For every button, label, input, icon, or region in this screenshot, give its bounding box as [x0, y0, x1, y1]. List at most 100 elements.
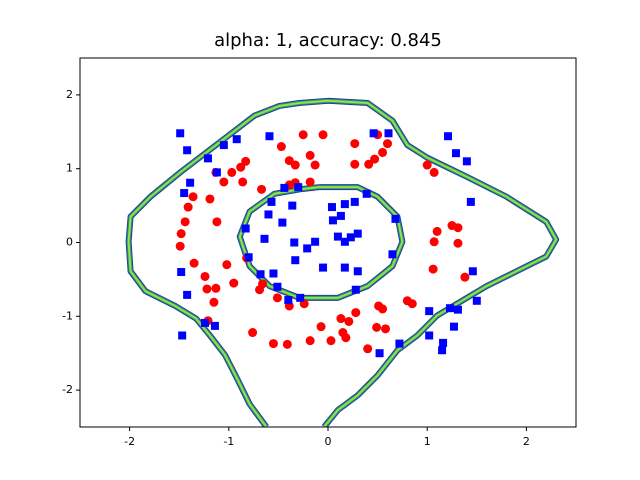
square-point	[438, 346, 447, 355]
square-point	[219, 141, 228, 150]
circle-point	[241, 156, 251, 166]
square-point	[395, 339, 404, 348]
circle-point	[176, 229, 186, 239]
square-point	[425, 331, 434, 340]
square-point	[288, 201, 297, 210]
circle-point	[209, 297, 219, 307]
square-point	[340, 263, 349, 272]
axes-frame	[79, 57, 577, 428]
circle-point	[282, 339, 292, 349]
circle-point	[381, 324, 391, 334]
square-point	[340, 200, 349, 209]
circle-point	[407, 299, 417, 309]
square-point	[439, 338, 448, 347]
square-point	[388, 250, 397, 259]
circle-point	[428, 264, 438, 274]
square-point	[176, 129, 185, 138]
circle-point	[305, 177, 315, 187]
circle-point	[378, 147, 388, 157]
square-point	[327, 203, 336, 212]
square-point	[303, 244, 312, 253]
circle-point	[422, 160, 432, 170]
square-point	[183, 290, 192, 299]
y-tick-label: 1	[66, 162, 73, 175]
square-point	[375, 349, 384, 358]
square-point	[446, 304, 455, 313]
square-point	[200, 318, 209, 327]
plot-area	[125, 97, 560, 427]
circle-point	[188, 192, 198, 202]
circle-point	[202, 284, 212, 294]
square-point	[278, 218, 287, 227]
circle-point	[236, 162, 246, 172]
circle-point	[316, 322, 326, 332]
square-point	[451, 149, 460, 158]
square-point	[468, 267, 477, 276]
square-point	[267, 197, 276, 206]
square-point	[353, 229, 362, 238]
square-point	[350, 197, 359, 206]
circle-point	[453, 223, 463, 233]
circle-point	[350, 139, 360, 149]
circle-point	[205, 194, 215, 204]
circle-point	[351, 308, 361, 318]
square-point	[284, 296, 293, 305]
circle-point	[344, 316, 354, 326]
circle-point	[460, 272, 470, 282]
square-point	[333, 232, 342, 241]
circle-point	[175, 241, 185, 251]
square-point	[183, 146, 192, 155]
circle-point	[341, 333, 351, 343]
square-point	[210, 321, 219, 330]
decision-boundary	[127, 99, 558, 427]
square-point	[449, 322, 458, 331]
square-point	[260, 234, 269, 243]
circle-point	[429, 237, 439, 247]
square-point	[180, 189, 189, 198]
square-point	[340, 237, 349, 246]
square-point	[177, 268, 186, 277]
circle-point	[183, 202, 193, 212]
square-point	[269, 269, 278, 278]
square-point	[212, 168, 221, 177]
circle-point	[350, 159, 360, 169]
square-point	[346, 233, 355, 242]
circle-point	[189, 258, 199, 268]
circle-point	[290, 160, 300, 170]
x-tick-label: 1	[424, 435, 431, 448]
y-tick-label: -1	[62, 309, 73, 322]
square-point	[362, 189, 371, 198]
square-point	[290, 238, 299, 247]
circle-point	[212, 217, 222, 227]
square-point	[264, 210, 273, 219]
x-tick-label: 0	[325, 435, 332, 448]
square-point	[296, 293, 305, 302]
square-point	[336, 211, 345, 220]
square-point	[256, 270, 265, 279]
square-point	[425, 307, 434, 316]
y-tick-label: -2	[62, 383, 73, 396]
circle-point	[378, 304, 388, 314]
circle-point	[370, 154, 380, 164]
x-tick-label: -2	[124, 435, 135, 448]
circle-point	[257, 184, 267, 194]
square-point	[203, 154, 212, 163]
square-point	[280, 183, 289, 192]
square-point	[462, 157, 471, 166]
y-tick-label: 0	[66, 236, 73, 249]
chart-title: alpha: 1, accuracy: 0.845	[214, 30, 442, 51]
circle-point	[298, 130, 308, 140]
circle-point	[211, 283, 221, 293]
circle-point	[372, 322, 382, 332]
circle-point	[180, 217, 190, 227]
circle-point	[383, 139, 393, 149]
square-point	[294, 183, 303, 192]
circle-point	[200, 271, 210, 281]
square-point	[369, 129, 378, 138]
circle-point	[276, 142, 286, 152]
square-point	[391, 214, 400, 223]
circle-point	[429, 167, 439, 177]
square-point	[384, 129, 393, 138]
